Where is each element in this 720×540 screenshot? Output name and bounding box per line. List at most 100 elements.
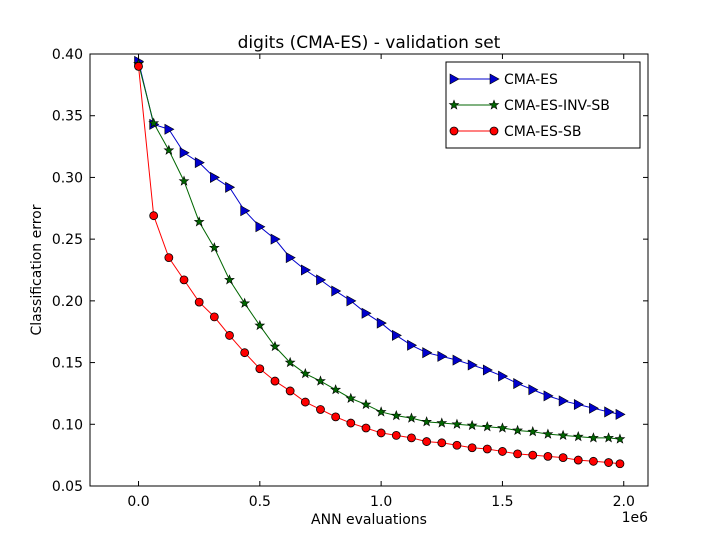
y-tick-label: 0.15 [52, 356, 83, 372]
data-point-cma-es-inv-sb [527, 426, 539, 437]
data-point-cma-es-inv-sb [466, 419, 478, 431]
data-point-cma-es-sb [615, 459, 625, 469]
data-point-cma-es-inv-sb [572, 430, 584, 442]
data-point-cma-es-inv-sb [375, 406, 387, 417]
data-point-cma-es [513, 378, 524, 390]
y-tick-label: 0.40 [52, 47, 83, 63]
data-point-cma-es-sb [225, 331, 234, 340]
data-point-cma-es-sb [300, 397, 310, 407]
y-axis-title: Classification error [29, 204, 45, 335]
data-point-cma-es [467, 359, 478, 371]
data-point-cma-es-inv-sb [603, 432, 614, 443]
data-point-cma-es-inv-sb [406, 412, 417, 423]
legend-marker-cma-es [489, 73, 500, 85]
data-point-cma-es-inv-sb [360, 398, 372, 410]
data-point-cma-es [543, 390, 554, 402]
data-point-cma-es-inv-sb [436, 417, 448, 428]
data-point-cma-es [361, 307, 372, 319]
data-point-cma-es [316, 274, 327, 286]
data-point-cma-es-sb [255, 364, 265, 374]
data-point-cma-es-sb [407, 433, 416, 443]
data-point-cma-es-inv-sb [239, 297, 251, 308]
data-point-cma-es-inv-sb [299, 368, 311, 379]
data-point-cma-es-inv-sb [148, 117, 160, 128]
data-point-cma-es [452, 354, 463, 366]
data-point-cma-es [285, 252, 296, 264]
data-point-cma-es [391, 329, 402, 341]
data-point-cma-es [240, 205, 251, 217]
data-point-cma-es [573, 399, 584, 411]
data-point-cma-es-sb [331, 412, 341, 422]
y-tick-label: 0.30 [52, 170, 83, 186]
data-point-cma-es-inv-sb [284, 356, 296, 368]
data-point-cma-es [210, 171, 220, 183]
x-tick-label: 2.0 [613, 494, 635, 510]
legend-label-cma-es-inv-sb: CMA-ES-INV-SB [504, 98, 610, 114]
data-point-cma-es-sb [498, 447, 507, 456]
data-point-cma-es [376, 317, 387, 329]
data-point-cma-es-inv-sb [330, 384, 342, 395]
y-tick-label: 0.05 [52, 479, 83, 495]
data-point-cma-es [331, 285, 342, 297]
data-point-cma-es-sb [422, 437, 432, 446]
data-point-cma-es-sb [391, 430, 401, 440]
data-point-cma-es-inv-sb [481, 421, 493, 432]
ticks-layer: 0.0 0.5 1.0 1.5 2.0 0.05 0.10 0.15 0.20 0.25 0.30 0… [52, 47, 648, 510]
plot-frame [89, 53, 649, 487]
data-point-cma-es-sb [316, 405, 325, 414]
data-point-cma-es-inv-sb [345, 392, 357, 403]
data-point-cma-es [179, 147, 190, 159]
data-point-cma-es-sb [543, 451, 553, 461]
data-point-cma-es-inv-sb [254, 319, 266, 331]
data-point-cma-es [301, 264, 311, 276]
series-cma-es [134, 55, 626, 420]
data-point-cma-es-sb [573, 455, 583, 465]
data-point-cma-es-sb [240, 348, 250, 358]
data-point-cma-es [407, 339, 418, 351]
x-tick-label: 0.5 [249, 494, 271, 510]
data-point-cma-es-sb [452, 440, 462, 450]
data-point-cma-es [589, 402, 600, 414]
data-point-cma-es [346, 295, 357, 307]
data-point-cma-es-inv-sb [193, 216, 205, 227]
y-tick-label: 0.25 [52, 232, 83, 248]
data-point-cma-es-inv-sb [512, 424, 523, 436]
data-point-cma-es-inv-sb [421, 416, 433, 427]
data-point-cma-es [615, 408, 626, 420]
x-tick-label: 0.0 [127, 494, 149, 510]
x-axis-title: ANN evaluations [311, 512, 427, 528]
legend-marker-cma-es-sb [489, 126, 499, 136]
data-point-cma-es-inv-sb [163, 144, 175, 155]
data-point-cma-es-inv-sb [178, 175, 190, 186]
legend-marker-cma-es-inv-sb [448, 99, 460, 110]
data-point-cma-es-sb [209, 312, 219, 322]
data-point-cma-es-sb [346, 418, 356, 428]
legend-item-cma-es-inv-sb: CMA-ES-INV-SB [448, 98, 610, 114]
x-axis-offset-label: 1e6 [622, 510, 649, 526]
data-point-cma-es-inv-sb [588, 432, 599, 443]
data-point-cma-es-inv-sb [269, 340, 281, 352]
data-point-cma-es-inv-sb [451, 418, 463, 429]
data-point-cma-es-sb [194, 297, 204, 307]
series-layer [133, 55, 626, 469]
data-point-cma-es-sb [361, 423, 371, 433]
legend-item-cma-es-sb: CMA-ES-SB [449, 124, 581, 140]
data-point-cma-es-sb [513, 449, 522, 459]
series-cma-es-inv-sb [133, 58, 626, 444]
data-point-cma-es-sb [270, 376, 280, 386]
legend-label-cma-es: CMA-ES [504, 72, 558, 88]
chart-title: digits (CMA-ES) - validation set [238, 33, 501, 53]
y-tick-label: 0.35 [52, 109, 83, 125]
data-point-cma-es [604, 406, 615, 418]
legend-label-cma-es-sb: CMA-ES-SB [504, 124, 581, 140]
data-point-cma-es-sb [437, 438, 447, 448]
data-point-cma-es-inv-sb [208, 242, 220, 253]
data-point-cma-es-sb [558, 453, 568, 463]
data-point-cma-es-sb [134, 61, 143, 71]
data-point-cma-es [528, 384, 539, 396]
data-point-cma-es-inv-sb [390, 409, 402, 421]
x-tick-label: 1.0 [370, 494, 392, 510]
x-tick-label: 1.5 [491, 494, 513, 510]
data-point-cma-es-sb [482, 444, 492, 454]
